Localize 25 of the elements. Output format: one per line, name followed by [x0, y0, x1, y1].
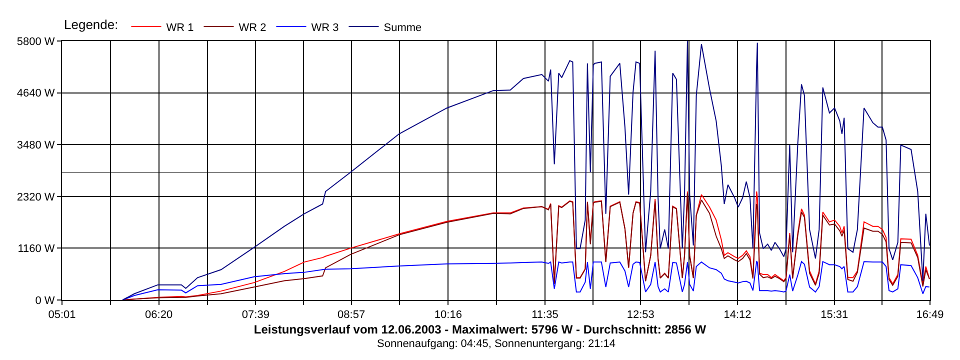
x-tick-label: 07:39 — [242, 309, 270, 322]
y-tick-label: 2320 W — [16, 191, 56, 204]
x-tick-label: 14:12 — [724, 309, 752, 322]
line-series — [122, 41, 930, 300]
y-tick-label: 0 W — [35, 294, 56, 307]
line-series — [122, 261, 930, 300]
text: Leistungsverlauf vom 12.06.2003 - Maximalwert: 5796 W - Durchschnitt: 2856 W — [254, 322, 707, 337]
y-tick-label: 4640 W — [16, 88, 56, 100]
y-tick-label: 3480 W — [16, 139, 56, 152]
x-tick-label: 16:49 — [916, 309, 944, 322]
x-tick-label: 10:16 — [434, 309, 462, 322]
y-tick-label: 1160 W — [18, 243, 56, 256]
legend-label: WR 2 — [238, 22, 266, 34]
y-tick-label: 5800 W — [16, 36, 56, 48]
legend-label: WR 3 — [311, 22, 339, 34]
text: Sonnenaufgang: 04:45, Sonnenuntergang: 21:14 — [377, 338, 616, 350]
legend-title: Legende: — [64, 16, 118, 32]
x-tick-label: 11:35 — [532, 309, 558, 322]
x-tick-label: 05:01 — [48, 309, 76, 322]
x-tick-label: 12:53 — [626, 309, 654, 322]
x-tick-label: 15:31 — [820, 309, 848, 322]
x-tick-label: 06:20 — [145, 309, 173, 322]
legend-label: WR 1 — [166, 22, 194, 34]
x-tick-label: 08:57 — [338, 309, 366, 322]
legend-label: Summe — [384, 22, 422, 34]
